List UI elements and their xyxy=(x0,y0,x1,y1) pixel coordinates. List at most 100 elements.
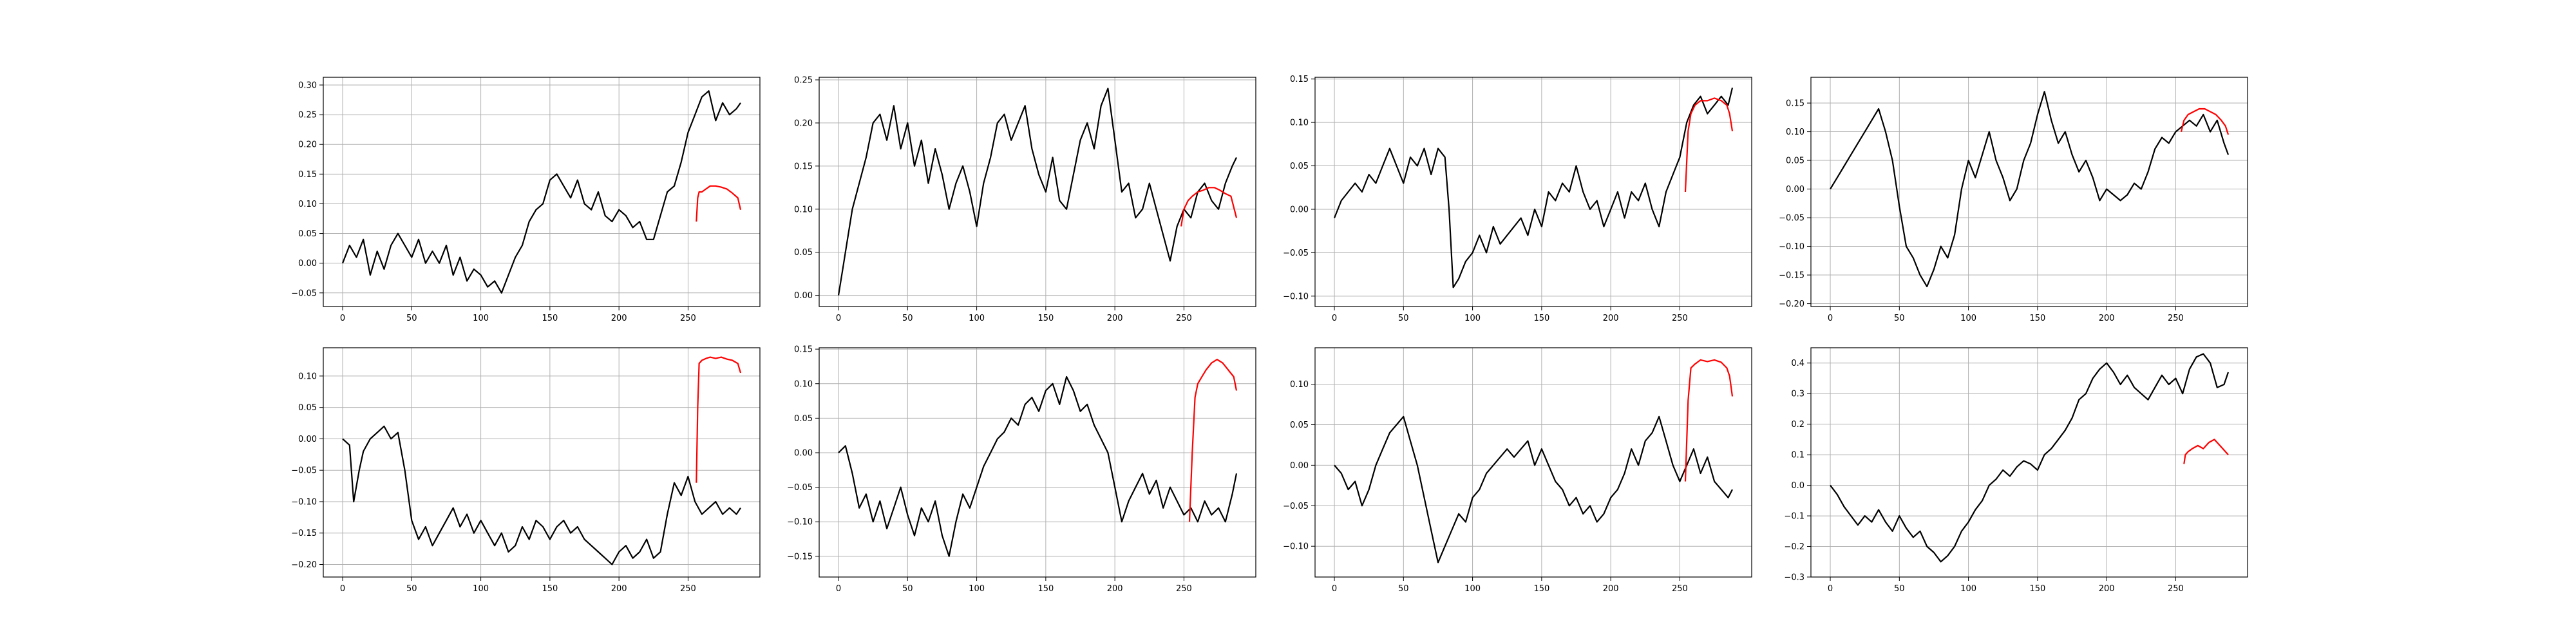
actual-series-line xyxy=(1830,353,2230,563)
x-tick-label: 200 xyxy=(1107,584,1123,594)
y-tick-label: 0.00 xyxy=(1786,185,1804,194)
subplot-4: 0 50 100 150 200 250 −0.20 −0.15 −0.10 −0.05 0.00 0… xyxy=(1779,77,2248,323)
x-tick-label: 150 xyxy=(1037,314,1054,323)
y-tick-label: 0.20 xyxy=(794,118,813,128)
axes-frame xyxy=(1810,77,2248,307)
forecast-series-line xyxy=(2180,108,2230,135)
subplot-5: 0 50 100 150 200 250 −0.20 −0.15 −0.10 −0.05 0.00 0… xyxy=(291,347,761,594)
y-tick-label: 0.0 xyxy=(1791,481,1804,491)
x-tick-label: 0 xyxy=(1828,584,1833,594)
x-tick-label: 50 xyxy=(406,584,417,594)
actual-series-line xyxy=(342,425,741,565)
actual-series-line xyxy=(1334,415,1733,564)
y-tick-label: 0.15 xyxy=(1290,75,1309,84)
x-tick-label: 150 xyxy=(1533,314,1549,323)
x-tick-label: 100 xyxy=(1960,584,1976,594)
x-tick-label: 50 xyxy=(902,584,913,594)
y-tick-label: 0.10 xyxy=(794,379,813,389)
y-tick-label: 0.4 xyxy=(1791,359,1804,368)
y-tick-label: −0.05 xyxy=(1283,502,1309,511)
y-tick-label: 0.10 xyxy=(1290,380,1309,390)
subplot-8: 0 50 100 150 200 250 −0.3 −0.2 −0.1 0.0 0.1 0.2 0.3 0… xyxy=(1784,347,2248,594)
x-tick-label: 100 xyxy=(969,314,985,323)
x-tick-label: 200 xyxy=(2099,314,2115,323)
y-tick-label: 0.3 xyxy=(1791,390,1804,399)
y-tick-label: −0.05 xyxy=(291,466,317,476)
x-tick-label: 50 xyxy=(1894,584,1905,594)
y-tick-label: −0.2 xyxy=(1784,542,1804,552)
y-tick-label: −0.10 xyxy=(1283,292,1309,301)
x-tick-label: 0 xyxy=(1332,314,1337,323)
y-tick-label: 0.05 xyxy=(1786,156,1804,166)
x-tick-label: 200 xyxy=(2099,584,2115,594)
forecast-series-line xyxy=(2183,439,2229,464)
forecast-series-line xyxy=(1180,187,1238,227)
y-tick-label: −0.05 xyxy=(787,483,813,493)
x-tick-label: 50 xyxy=(1398,314,1409,323)
x-tick-label: 250 xyxy=(2168,314,2184,323)
subplot-1: 0 50 100 150 200 250 −0.05 0.00 0.05 0.10 0.15 0.20… xyxy=(291,77,761,323)
y-tick-label: 0.00 xyxy=(1290,205,1309,214)
subplot-7: 0 50 100 150 200 250 −0.10 −0.05 0.00 0.05 0.10 xyxy=(1283,347,1752,594)
y-tick-label: −0.15 xyxy=(291,529,317,538)
x-tick-label: 150 xyxy=(2029,584,2045,594)
axes-frame xyxy=(1314,77,1752,307)
y-tick-label: 0.05 xyxy=(794,248,813,258)
y-tick-label: −0.15 xyxy=(1779,271,1804,281)
y-tick-label: −0.3 xyxy=(1784,573,1804,583)
y-tick-label: 0.25 xyxy=(794,76,813,86)
y-tick-label: −0.10 xyxy=(1283,542,1309,552)
x-tick-label: 250 xyxy=(680,314,696,323)
x-tick-label: 50 xyxy=(1398,584,1409,594)
x-tick-label: 150 xyxy=(1533,584,1549,594)
y-tick-label: 0.25 xyxy=(298,111,317,120)
x-tick-label: 250 xyxy=(1176,314,1192,323)
x-tick-label: 50 xyxy=(902,314,913,323)
x-tick-label: 250 xyxy=(1176,584,1192,594)
y-tick-label: −0.20 xyxy=(291,560,317,570)
x-tick-label: 250 xyxy=(2168,584,2184,594)
x-tick-label: 150 xyxy=(542,584,558,594)
x-tick-label: 100 xyxy=(969,584,985,594)
x-tick-label: 100 xyxy=(473,584,489,594)
x-tick-label: 250 xyxy=(680,584,696,594)
y-tick-label: −0.20 xyxy=(1779,299,1804,309)
y-tick-label: 0.05 xyxy=(794,414,813,424)
x-tick-label: 200 xyxy=(1603,584,1619,594)
x-tick-label: 50 xyxy=(406,314,417,323)
x-tick-label: 0 xyxy=(1332,584,1337,594)
y-tick-label: 0.00 xyxy=(298,435,317,444)
y-tick-label: −0.10 xyxy=(1779,242,1804,252)
subplot-2: 0 50 100 150 200 250 0.00 0.05 0.10 0.15 0.20 0.25 xyxy=(794,76,1256,323)
x-tick-label: 100 xyxy=(1960,314,1976,323)
forecast-series-line xyxy=(1188,359,1238,522)
x-tick-label: 200 xyxy=(1603,314,1619,323)
y-tick-label: 0.00 xyxy=(1290,461,1309,471)
y-tick-label: 0.15 xyxy=(794,345,813,355)
y-tick-label: −0.05 xyxy=(1283,249,1309,258)
y-tick-label: 0.10 xyxy=(794,205,813,214)
y-tick-label: 0.2 xyxy=(1791,420,1804,430)
x-tick-label: 150 xyxy=(1037,584,1054,594)
actual-series-line xyxy=(1333,87,1734,289)
y-tick-label: 0.00 xyxy=(298,259,317,269)
forecast-series-line xyxy=(1684,97,1734,193)
actual-series-line xyxy=(838,375,1238,557)
y-tick-label: 0.05 xyxy=(1290,162,1309,171)
subplot-3: 0 50 100 150 200 250 −0.10 −0.05 0.00 0.05 0.10 0.1… xyxy=(1283,75,1752,323)
y-tick-label: 0.15 xyxy=(298,170,317,180)
x-tick-label: 50 xyxy=(1894,314,1905,323)
actual-series-line xyxy=(1830,91,2230,287)
x-tick-label: 100 xyxy=(473,314,489,323)
y-tick-label: −0.05 xyxy=(1779,214,1804,223)
axes-frame xyxy=(323,347,761,578)
x-tick-label: 0 xyxy=(836,314,841,323)
x-tick-label: 250 xyxy=(1672,314,1688,323)
y-tick-label: 0.05 xyxy=(1290,421,1309,430)
axes-frame xyxy=(819,77,1256,307)
y-tick-label: 0.00 xyxy=(794,291,813,301)
x-tick-label: 200 xyxy=(611,314,627,323)
x-tick-label: 200 xyxy=(1107,314,1123,323)
forecast-series-line xyxy=(696,185,742,222)
